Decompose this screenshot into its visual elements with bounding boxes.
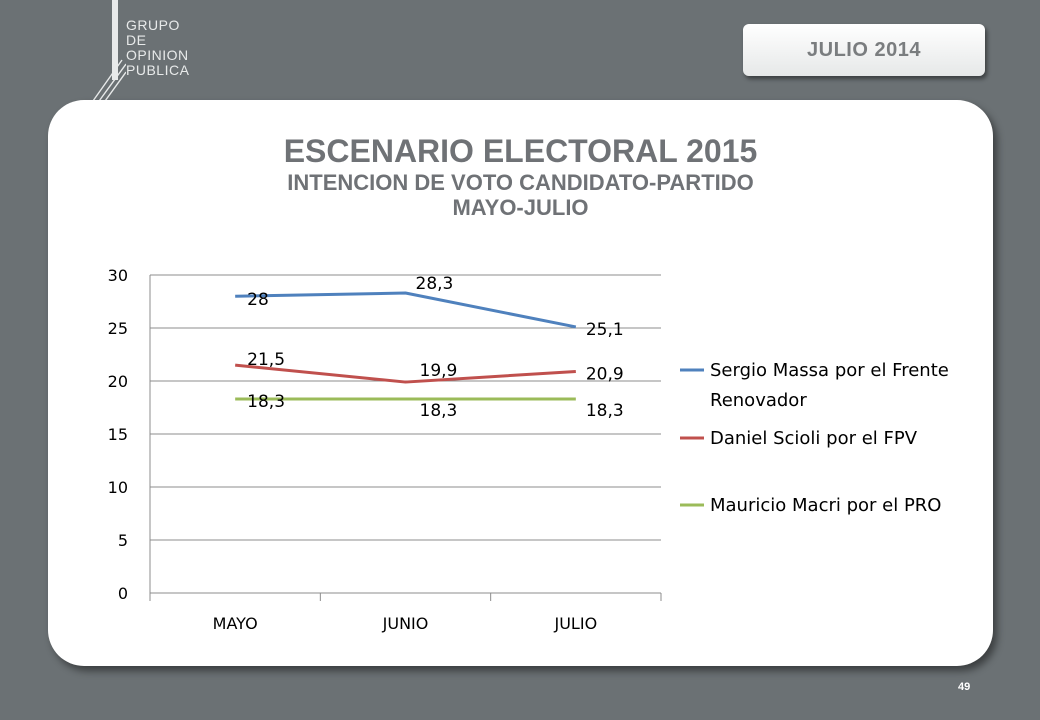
x-tick-label: JULIO bbox=[554, 614, 598, 633]
data-label: 18,3 bbox=[586, 401, 624, 421]
series-line bbox=[235, 363, 576, 384]
page-number: 49 bbox=[958, 681, 971, 693]
y-tick-label: 5 bbox=[118, 531, 128, 550]
chart-subtitle-2: MAYO-JULIO bbox=[452, 195, 589, 220]
data-label: 20,9 bbox=[586, 364, 624, 384]
date-badge: JULIO 2014 bbox=[743, 24, 985, 76]
logo-bar bbox=[112, 0, 118, 80]
logo-line-2: DE bbox=[126, 32, 147, 48]
logo-text: GRUPO DE OPINION PUBLICA bbox=[126, 18, 189, 78]
legend-entry: Mauricio Macri por el PRO bbox=[710, 495, 941, 516]
logo-line-4: PUBLICA bbox=[126, 62, 190, 78]
y-tick-label: 20 bbox=[108, 372, 128, 391]
chart-card bbox=[48, 100, 993, 666]
series-line bbox=[235, 291, 577, 329]
data-label: 28 bbox=[247, 290, 269, 310]
legend-entry: Sergio Massa por el Frente bbox=[710, 360, 949, 381]
data-label: 18,3 bbox=[247, 392, 285, 412]
data-label: 28,3 bbox=[416, 274, 454, 294]
chart-title: ESCENARIO ELECTORAL 2015 bbox=[283, 133, 758, 169]
logo-line-3: OPINION bbox=[126, 47, 189, 63]
data-label: 21,5 bbox=[247, 350, 285, 370]
data-label: 19,9 bbox=[420, 361, 458, 381]
y-tick-label: 15 bbox=[108, 425, 128, 444]
chart-subtitle: INTENCION DE VOTO CANDIDATO-PARTIDO bbox=[287, 170, 754, 195]
legend-entry: Renovador bbox=[710, 390, 807, 411]
y-tick-label: 30 bbox=[108, 266, 128, 285]
x-tick-label: MAYO bbox=[213, 614, 258, 633]
y-tick-label: 0 bbox=[118, 584, 128, 603]
data-label: 18,3 bbox=[420, 401, 458, 421]
y-tick-label: 25 bbox=[108, 319, 128, 338]
logo-line-1: GRUPO bbox=[126, 17, 180, 33]
chart-titles: ESCENARIO ELECTORAL 2015 INTENCION DE VO… bbox=[48, 132, 993, 220]
legend-entry: Daniel Scioli por el FPV bbox=[710, 428, 918, 449]
y-tick-label: 10 bbox=[108, 478, 128, 497]
logo: GRUPO DE OPINION PUBLICA bbox=[86, 0, 216, 110]
x-tick-label: JUNIO bbox=[382, 614, 429, 633]
data-label: 25,1 bbox=[586, 320, 624, 340]
